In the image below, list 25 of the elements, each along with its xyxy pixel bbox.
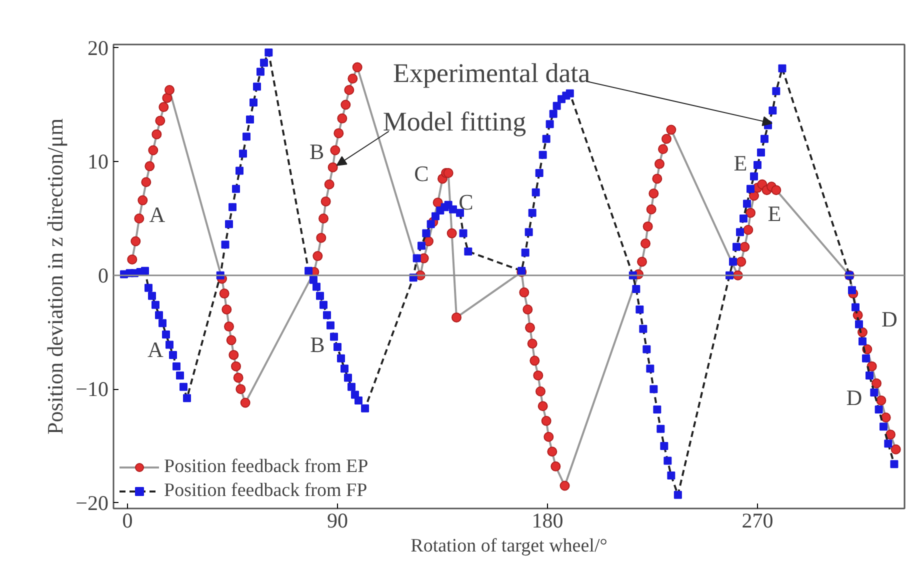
x-tick-label: 180 bbox=[532, 508, 564, 532]
y-tick-label: 0 bbox=[98, 263, 108, 288]
y-tick-label: 10 bbox=[88, 150, 108, 174]
y-axis-title: Position deviation in z direction/μm bbox=[42, 118, 68, 435]
x-tick-label: 270 bbox=[742, 508, 774, 532]
legend-label: Position feedback from EP bbox=[164, 456, 368, 478]
annotation: Experimental data bbox=[393, 58, 590, 88]
annotation: E bbox=[734, 150, 748, 176]
legend-label: Position feedback from FP bbox=[164, 480, 368, 502]
x-axis-title: Rotation of target wheel/° bbox=[410, 536, 608, 556]
annotation: D bbox=[882, 306, 898, 332]
annotation: B bbox=[309, 138, 324, 164]
annotation: C bbox=[458, 189, 474, 214]
annotation: Model fitting bbox=[382, 106, 526, 136]
x-tick-label: 90 bbox=[327, 508, 348, 532]
y-tick-label: −20 bbox=[76, 490, 108, 515]
x-tick-label: 0 bbox=[122, 508, 133, 532]
annotation: A bbox=[149, 202, 166, 227]
y-tick-label: −10 bbox=[76, 377, 108, 402]
y-tick-label: 20 bbox=[88, 36, 108, 60]
annotation: B bbox=[310, 332, 325, 357]
annotation: D bbox=[846, 385, 862, 410]
annotation: A bbox=[148, 337, 164, 362]
annotation: E bbox=[768, 201, 782, 226]
annotation: C bbox=[414, 161, 429, 186]
